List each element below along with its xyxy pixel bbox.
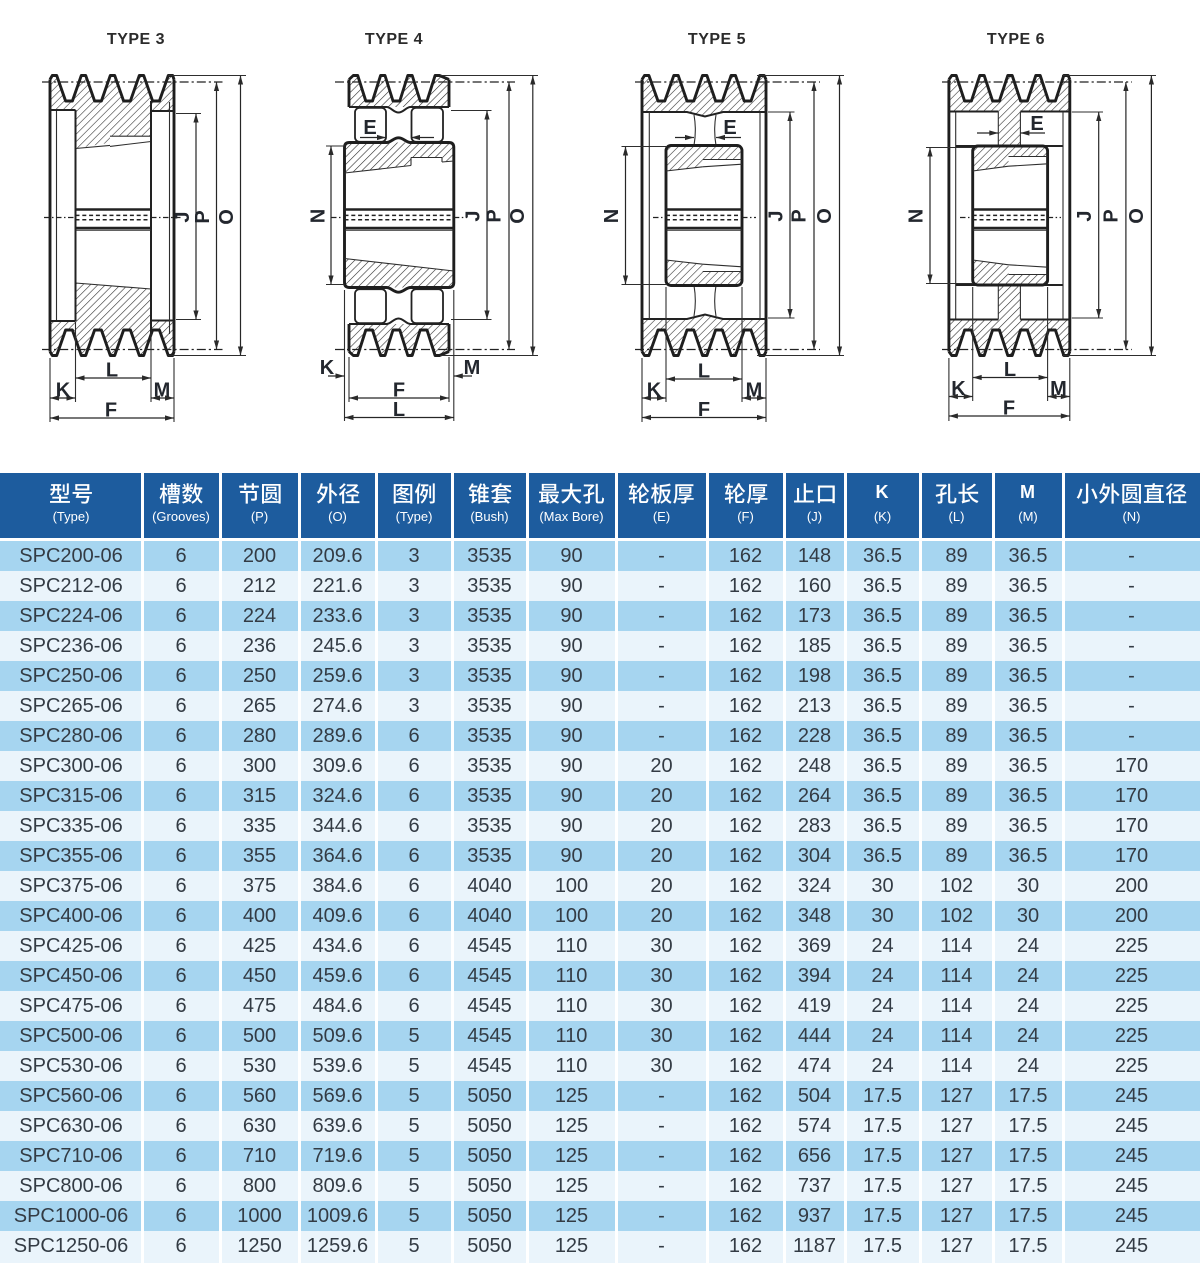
svg-text:N: N bbox=[308, 209, 330, 223]
svg-text:E: E bbox=[1030, 113, 1043, 135]
svg-text:E: E bbox=[723, 117, 736, 139]
svg-text:K: K bbox=[647, 380, 662, 402]
svg-text:J: J bbox=[1074, 210, 1096, 221]
svg-text:O: O bbox=[216, 209, 238, 225]
svg-text:P: P bbox=[192, 210, 214, 223]
svg-text:J: J bbox=[463, 210, 485, 221]
svg-text:TYPE 5: TYPE 5 bbox=[688, 31, 746, 48]
svg-text:O: O bbox=[814, 208, 836, 224]
svg-text:O: O bbox=[1126, 208, 1148, 224]
svg-text:P: P bbox=[484, 209, 506, 222]
svg-text:P: P bbox=[789, 209, 811, 222]
svg-text:J: J bbox=[172, 211, 194, 222]
svg-text:L: L bbox=[698, 361, 710, 383]
svg-text:M: M bbox=[464, 357, 481, 379]
svg-text:K: K bbox=[951, 378, 966, 400]
svg-text:K: K bbox=[320, 357, 335, 379]
svg-text:F: F bbox=[105, 400, 117, 422]
svg-text:J: J bbox=[766, 210, 788, 221]
svg-text:L: L bbox=[1004, 359, 1016, 381]
svg-text:M: M bbox=[746, 380, 763, 402]
svg-text:N: N bbox=[906, 209, 928, 223]
svg-text:TYPE 3: TYPE 3 bbox=[107, 31, 165, 48]
svg-text:N: N bbox=[601, 209, 623, 223]
svg-text:L: L bbox=[106, 360, 118, 382]
svg-text:TYPE 6: TYPE 6 bbox=[987, 31, 1045, 48]
svg-text:P: P bbox=[1101, 209, 1123, 222]
svg-text:K: K bbox=[56, 380, 71, 402]
svg-text:M: M bbox=[1050, 378, 1067, 400]
svg-text:E: E bbox=[363, 117, 376, 139]
svg-text:F: F bbox=[393, 380, 405, 402]
svg-text:L: L bbox=[393, 399, 405, 421]
svg-text:F: F bbox=[1003, 398, 1015, 420]
svg-text:M: M bbox=[154, 380, 171, 402]
svg-text:TYPE 4: TYPE 4 bbox=[365, 31, 423, 48]
svg-text:F: F bbox=[698, 399, 710, 421]
svg-text:O: O bbox=[507, 208, 529, 224]
